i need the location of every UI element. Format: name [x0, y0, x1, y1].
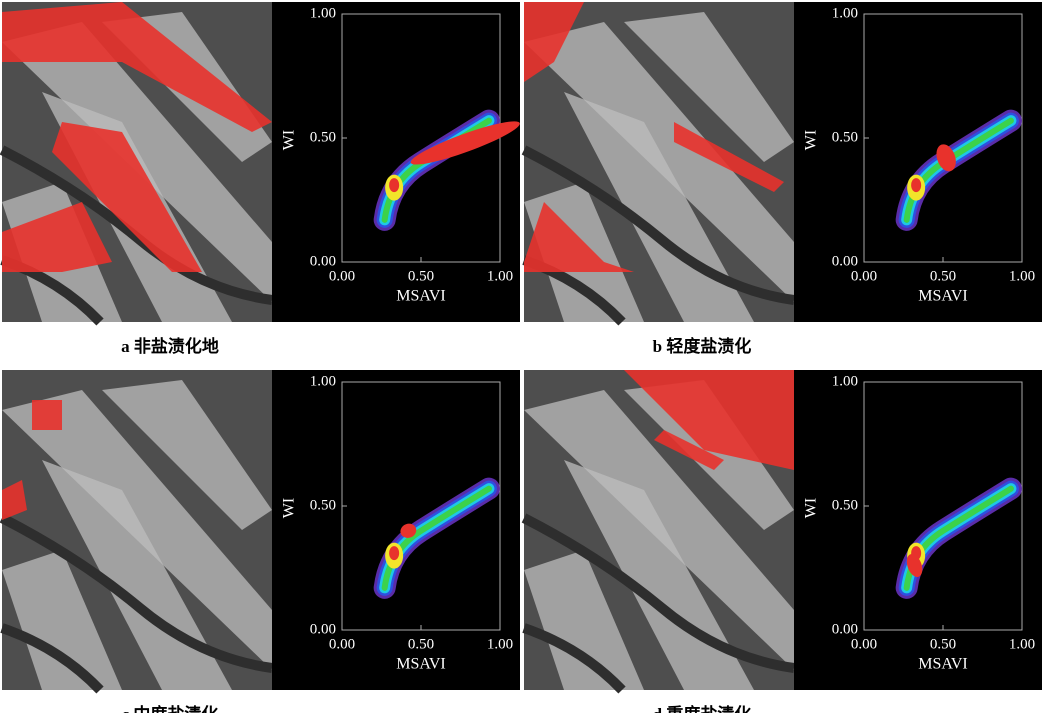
- y-tick-label: 1.00: [310, 5, 336, 21]
- plot-background: [794, 2, 1042, 322]
- y-tick-label: 1.00: [310, 373, 336, 389]
- panel-caption: b 轻度盐渍化: [653, 336, 752, 356]
- x-tick-label: 1.00: [1009, 636, 1035, 652]
- y-tick-label: 0.00: [310, 253, 336, 269]
- panel: 0.00 0.50 1.00 0.00 0.50 1.00 MSAVI WI b 轻度盐渍化: [524, 2, 1042, 356]
- x-tick-label: 0.50: [930, 636, 956, 652]
- x-tick-label: 0.00: [851, 268, 877, 284]
- x-tick-label: 0.00: [329, 636, 355, 652]
- x-tick-label: 0.50: [408, 636, 434, 652]
- density-core: [389, 546, 399, 560]
- plot-background: [272, 2, 520, 322]
- x-tick-label: 0.50: [408, 268, 434, 284]
- y-tick-label: 0.50: [832, 497, 858, 513]
- y-tick-label: 0.00: [310, 621, 336, 637]
- panel-caption: a 非盐渍化地: [121, 336, 219, 356]
- y-axis-label: WI: [803, 130, 820, 150]
- x-tick-label: 0.00: [329, 268, 355, 284]
- x-tick-label: 1.00: [487, 268, 513, 284]
- y-axis-label: WI: [281, 498, 298, 518]
- x-axis-label: MSAVI: [918, 288, 968, 305]
- y-tick-label: 0.50: [832, 129, 858, 145]
- panel-caption: c 中度盐渍化: [122, 704, 219, 713]
- panel: 0.00 0.50 1.00 0.00 0.50 1.00 MSAVI WI a 非盐渍化地: [2, 2, 523, 356]
- density-core: [911, 178, 921, 192]
- plot-background: [272, 370, 520, 690]
- x-tick-label: 0.50: [930, 268, 956, 284]
- y-tick-label: 0.00: [832, 621, 858, 637]
- density-core: [389, 178, 399, 192]
- y-tick-label: 0.50: [310, 497, 336, 513]
- x-axis-label: MSAVI: [396, 656, 446, 673]
- panel-caption: d 重度盐渍化: [653, 704, 752, 713]
- x-axis-label: MSAVI: [396, 288, 446, 305]
- x-tick-label: 1.00: [1009, 268, 1035, 284]
- figure: 0.000.501.000.000.501.00MSAVIWIa 非盐渍化地0.…: [0, 0, 1048, 713]
- x-axis-label: MSAVI: [918, 656, 968, 673]
- y-tick-label: 0.50: [310, 129, 336, 145]
- x-tick-label: 0.00: [851, 636, 877, 652]
- plot-background: [794, 370, 1042, 690]
- panel: 0.00 0.50 1.00 0.00 0.50 1.00 MSAVI WI c 中度盐渍化: [2, 370, 520, 713]
- saline-area: [32, 400, 62, 430]
- y-axis-label: WI: [281, 130, 298, 150]
- y-tick-label: 1.00: [832, 5, 858, 21]
- y-axis-label: WI: [803, 498, 820, 518]
- x-tick-label: 1.00: [487, 636, 513, 652]
- y-tick-label: 0.00: [832, 253, 858, 269]
- y-tick-label: 1.00: [832, 373, 858, 389]
- panel: 0.00 0.50 1.00 0.00 0.50 1.00 MSAVI WI d 重度盐渍化: [524, 370, 1042, 713]
